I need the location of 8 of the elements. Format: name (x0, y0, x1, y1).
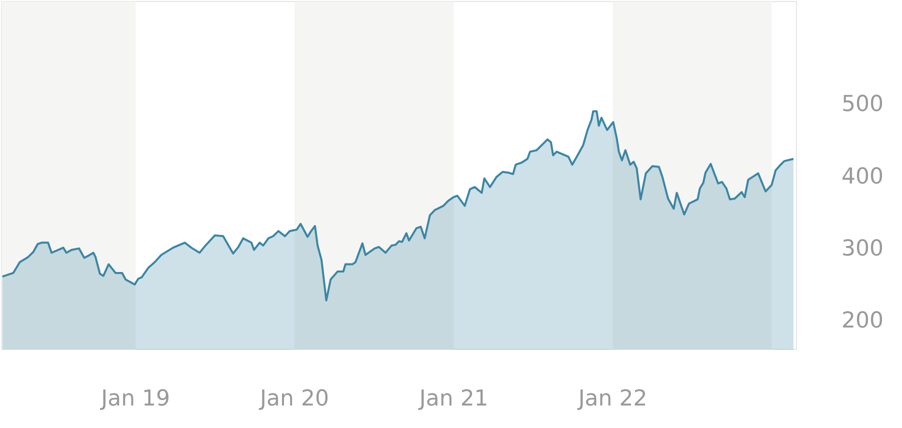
y-tick-label: 500 (842, 92, 884, 118)
y-tick-label: 400 (842, 164, 884, 190)
x-tick-label: Jan 19 (99, 386, 170, 412)
y-tick-label: 200 (842, 308, 884, 334)
x-tick-label: Jan 20 (258, 386, 329, 412)
x-tick-label: Jan 22 (576, 386, 648, 412)
y-tick-label: 300 (842, 236, 884, 262)
x-tick-label: Jan 21 (417, 386, 488, 412)
